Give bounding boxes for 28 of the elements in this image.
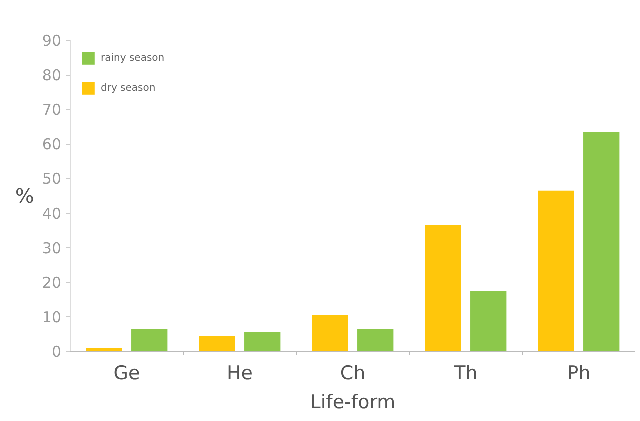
bar — [425, 225, 462, 352]
bar — [538, 190, 574, 352]
y-tick-label: 90 — [42, 32, 62, 50]
y-axis-title: % — [15, 184, 34, 208]
y-tick-label: 10 — [42, 308, 62, 326]
x-tick-label: Ge — [114, 362, 140, 384]
bar — [132, 329, 168, 352]
y-tick-label: 20 — [42, 274, 62, 292]
x-tick-label: Ph — [567, 362, 591, 384]
bar — [358, 329, 394, 352]
x-tick-label: Ch — [340, 362, 366, 384]
bar — [244, 332, 281, 352]
bar — [199, 336, 236, 352]
x-axis-title: Life-form — [310, 392, 396, 414]
y-tick-label: 0 — [52, 343, 62, 361]
x-tick-label: He — [227, 362, 253, 384]
y-tick-label: 60 — [42, 136, 62, 154]
y-tick-label: 50 — [42, 170, 62, 188]
bar — [312, 315, 348, 352]
x-tick-label: Th — [453, 362, 478, 384]
y-tick-label: 40 — [42, 204, 62, 223]
legend-label: rainy season — [101, 52, 165, 64]
legend-label: dry season — [101, 82, 156, 94]
bar — [470, 291, 507, 352]
y-tick-label: 30 — [42, 239, 62, 258]
y-tick-label: 80 — [42, 66, 62, 85]
bar — [584, 132, 620, 352]
y-tick-label: 70 — [42, 101, 62, 120]
